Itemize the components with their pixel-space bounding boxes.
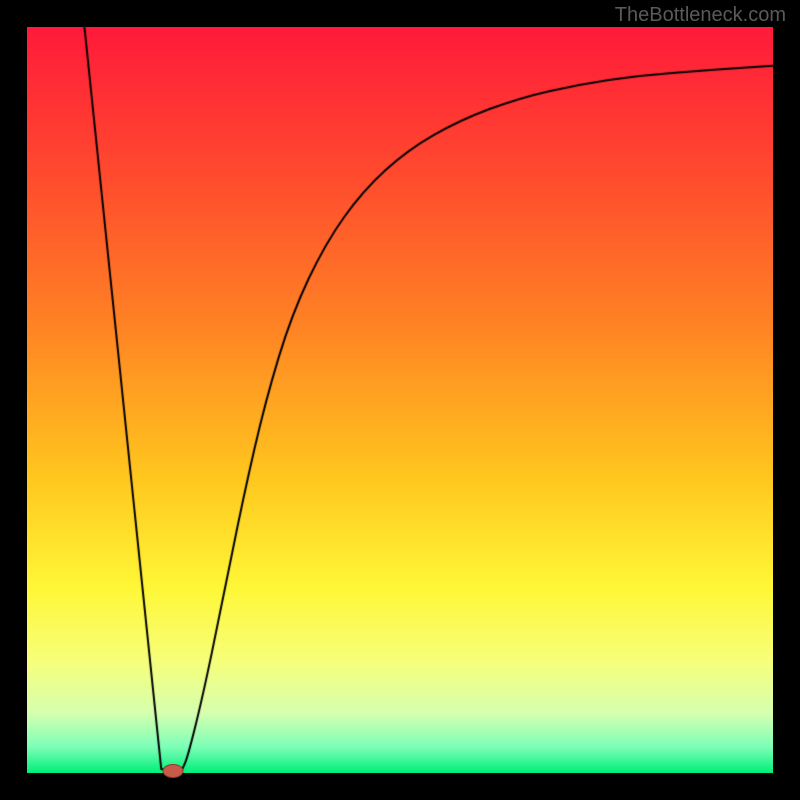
bottleneck-curve xyxy=(27,27,773,773)
watermark-text: TheBottleneck.com xyxy=(615,4,786,27)
optimum-marker xyxy=(163,764,184,778)
plot-area xyxy=(27,27,773,773)
